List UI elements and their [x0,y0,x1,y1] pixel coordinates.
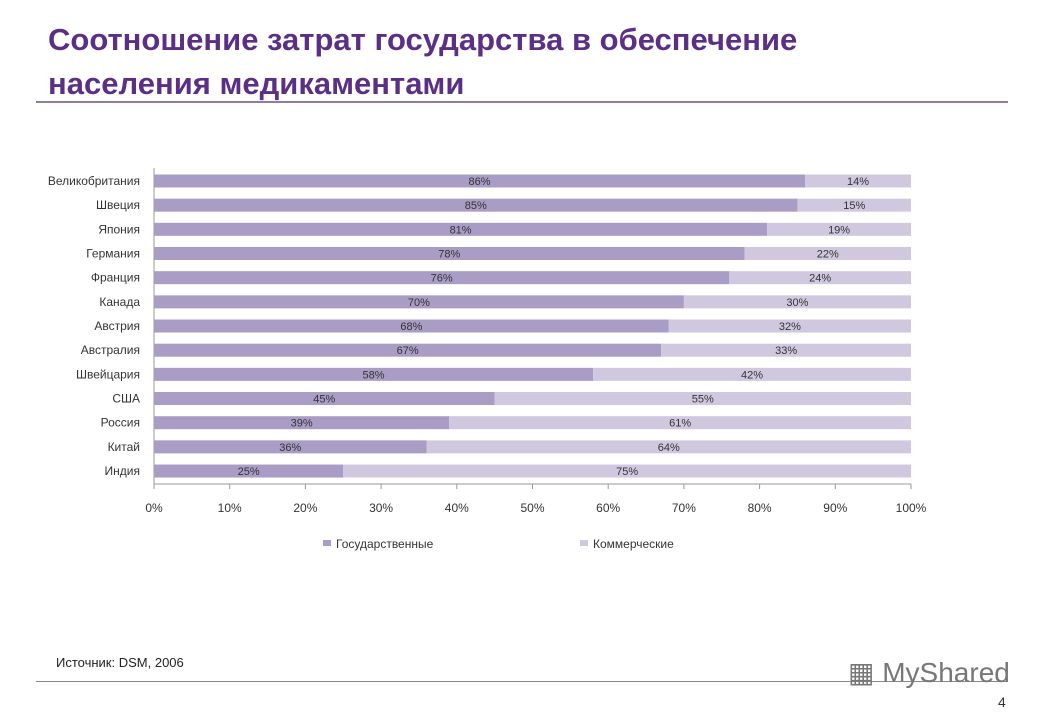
data-label: 58% [363,369,385,381]
page-title: Соотношение затрат государства в обеспеч… [48,22,798,101]
x-tick-label: 40% [445,501,469,515]
category-label: Китай [108,440,140,454]
data-label: 14% [847,176,869,188]
data-label: 67% [397,345,419,357]
government-bar [154,222,768,236]
category-label: Германия [86,247,140,261]
data-label: 78% [438,249,460,261]
data-label: 25% [238,466,260,478]
x-tick-label: 70% [672,501,696,515]
x-tick-label: 20% [293,501,317,515]
source-note: Источник: DSM, 2006 [56,655,184,670]
government-bar [154,343,662,357]
x-tick-label: 100% [896,501,927,515]
government-bar [154,247,745,261]
data-label: 85% [465,200,487,212]
category-label: Япония [98,222,140,236]
category-label: Австрия [94,319,140,333]
data-label: 39% [291,418,313,430]
data-label: 15% [843,200,865,212]
commercial-bar [449,416,911,430]
category-label: Швеция [96,198,140,212]
data-label: 75% [616,466,638,478]
category-label: Франция [91,271,140,285]
government-bar [154,319,669,333]
commercial-bar [683,295,911,309]
data-label: 30% [786,297,808,309]
legend-label: Коммерческие [593,537,674,551]
government-bar [154,464,344,478]
data-label: 36% [279,442,301,454]
data-label: 33% [775,345,797,357]
x-tick-label: 30% [369,501,393,515]
data-label: 70% [408,297,430,309]
data-label: 76% [431,273,453,285]
data-label: 68% [400,321,422,333]
government-bar [154,416,450,430]
data-label: 55% [692,394,714,406]
legend-label: Государственные [336,537,434,551]
data-label: 42% [741,369,763,381]
title-divider [36,101,1008,103]
data-label: 86% [468,176,490,188]
x-tick-label: 0% [145,501,163,515]
category-label: Великобритания [48,174,140,188]
data-label: 64% [658,442,680,454]
commercial-bar [494,392,911,406]
commercial-bar [668,319,911,333]
data-label: 32% [779,321,801,333]
commercial-bar [729,271,911,285]
x-tick-label: 50% [520,501,544,515]
commercial-bar [593,367,911,381]
government-bar [154,392,495,406]
commercial-bar [343,464,911,478]
government-bar [154,174,806,188]
government-bar [154,198,798,212]
page-number: 4 [998,694,1006,710]
government-bar [154,440,427,454]
government-bar [154,367,594,381]
commercial-bar [805,174,911,188]
myshared-logo: ▦ MyShared [848,657,1010,688]
category-label: Индия [105,464,140,478]
x-tick-label: 80% [748,501,772,515]
data-label: 61% [669,418,691,430]
commercial-bar [426,440,911,454]
category-label: Канада [99,295,140,309]
footer-divider [36,681,1006,682]
legend-swatch [323,540,331,546]
category-label: Россия [101,416,140,430]
commercial-bar [797,198,911,212]
category-label: США [112,392,140,406]
legend-swatch [580,540,588,546]
category-label: Швейцария [76,367,140,381]
data-label: 19% [828,224,850,236]
data-label: 22% [817,249,839,261]
logo-text: MyShared [882,657,1010,688]
government-bar [154,295,684,309]
x-tick-label: 10% [218,501,242,515]
commercial-bar [767,222,911,236]
commercial-bar [661,343,911,357]
government-bar [154,271,730,285]
data-label: 24% [809,273,831,285]
x-tick-label: 60% [596,501,620,515]
data-label: 45% [313,394,335,406]
commercial-bar [744,247,911,261]
data-label: 81% [450,224,472,236]
category-label: Австралия [81,343,140,357]
x-tick-label: 90% [823,501,847,515]
